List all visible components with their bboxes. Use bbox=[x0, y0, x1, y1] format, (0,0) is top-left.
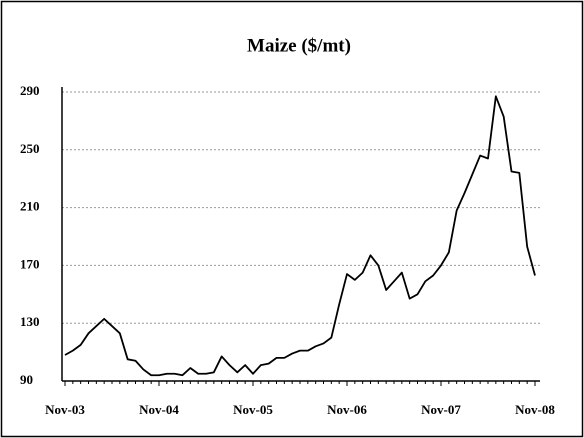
x-tick-label: Nov-05 bbox=[233, 402, 273, 417]
x-tick-label: Nov-07 bbox=[421, 402, 461, 417]
y-tick-label: 170 bbox=[20, 256, 40, 271]
y-tick-label: 250 bbox=[20, 141, 40, 156]
x-tick-label: Nov-03 bbox=[45, 402, 85, 417]
x-tick-label: Nov-06 bbox=[327, 402, 367, 417]
y-tick-label: 130 bbox=[20, 314, 40, 329]
y-tick-label: 90 bbox=[20, 372, 33, 387]
line bbox=[64, 95, 536, 377]
y-tick-label: 210 bbox=[20, 199, 40, 214]
x-tick-label: Nov-08 bbox=[515, 402, 555, 417]
x-tick-label: Nov-04 bbox=[139, 402, 179, 417]
y-tick-label: 290 bbox=[20, 83, 40, 98]
chart-title: Maize ($/mt) bbox=[247, 35, 351, 56]
